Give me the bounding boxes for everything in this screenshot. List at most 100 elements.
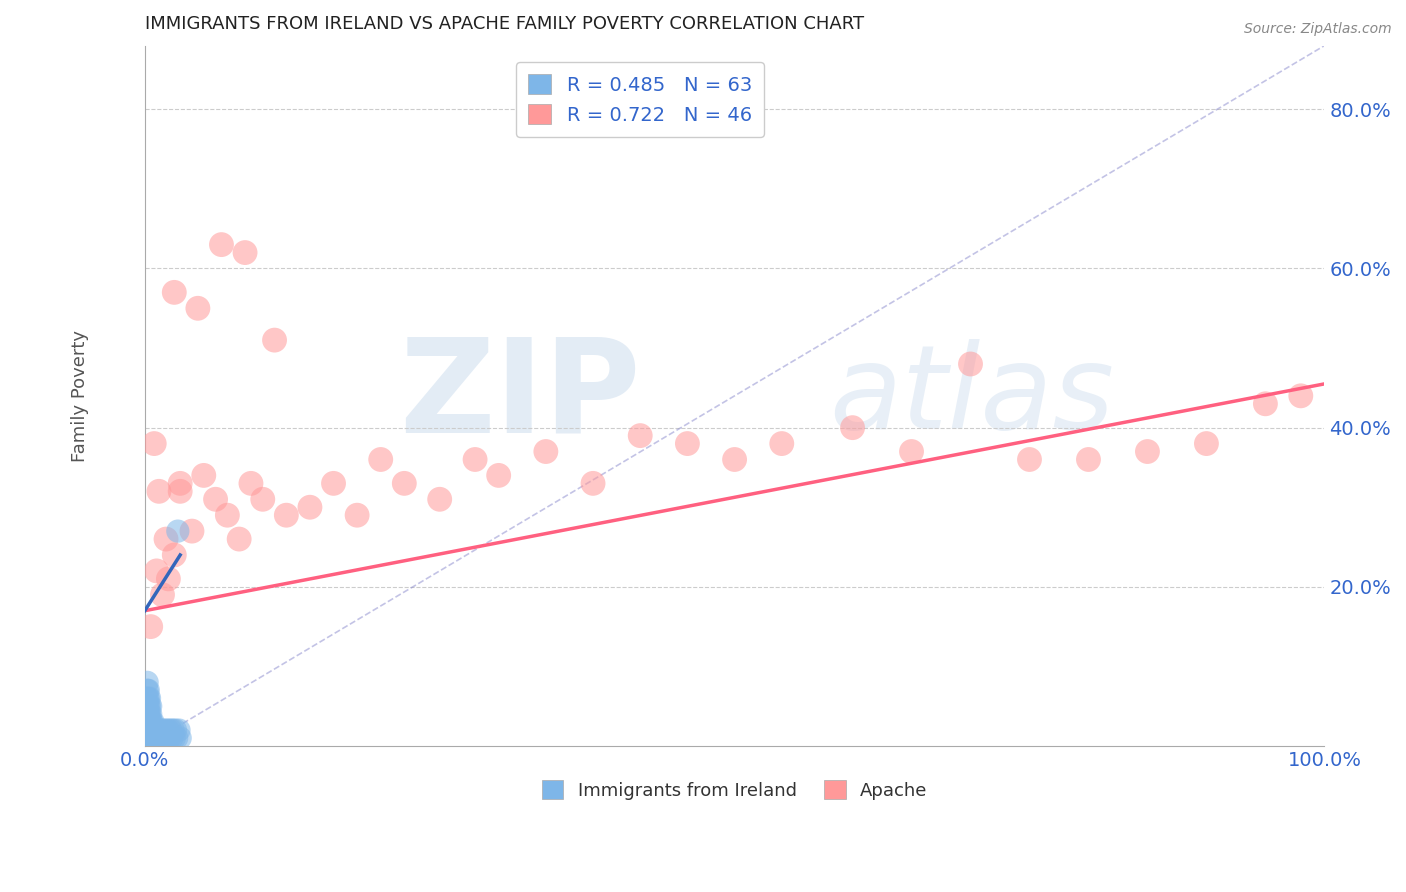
Point [138,699,160,714]
Point [141,715,163,730]
Point [217,508,239,523]
Point [138,691,160,706]
Point [145,731,167,745]
Point [429,492,451,507]
Point [298,500,321,515]
Point [135,731,157,745]
Point [163,548,186,562]
Point [136,723,159,737]
Point [150,723,173,737]
Point [169,731,191,745]
Point [138,731,160,745]
Point [136,707,159,722]
Point [149,731,172,745]
Point [138,699,160,714]
Point [582,476,605,491]
Point [139,731,162,745]
Point [166,524,188,538]
Point [152,731,174,745]
Point [142,723,165,737]
Point [138,723,160,737]
Legend: Immigrants from Ireland, Apache: Immigrants from Ireland, Apache [534,773,935,807]
Point [900,444,922,458]
Point [141,731,163,745]
Point [211,237,233,252]
Point [1136,444,1159,458]
Point [169,476,191,491]
Point [370,452,392,467]
Point [138,723,160,737]
Point [770,436,793,450]
Point [159,723,181,737]
Point [138,707,160,722]
Point [136,699,159,714]
Point [676,436,699,450]
Point [143,723,166,737]
Point [162,723,184,737]
Point [141,723,163,737]
Point [138,715,160,730]
Point [1077,452,1099,467]
Point [252,492,274,507]
Point [163,731,186,745]
Point [228,532,250,546]
Point [136,675,159,690]
Point [139,699,162,714]
Point [138,731,160,745]
Point [394,476,416,491]
Point [181,524,204,538]
Point [263,333,285,347]
Point [165,723,187,737]
Text: Source: ZipAtlas.com: Source: ZipAtlas.com [1244,22,1392,37]
Point [145,723,167,737]
Point [239,476,262,491]
Point [136,731,159,745]
Y-axis label: Family Poverty: Family Poverty [72,330,89,462]
Point [1254,397,1277,411]
Point [136,691,159,706]
Point [1195,436,1218,450]
Point [145,564,167,578]
Point [1018,452,1040,467]
Point [143,436,166,450]
Point [276,508,298,523]
Point [166,731,188,745]
Point [723,452,745,467]
Point [464,452,486,467]
Point [139,707,162,722]
Point [155,532,177,546]
Point [146,731,169,745]
Point [159,731,181,745]
Text: IMMIGRANTS FROM IRELAND VS APACHE FAMILY POVERTY CORRELATION CHART: IMMIGRANTS FROM IRELAND VS APACHE FAMILY… [145,15,863,33]
Point [534,444,557,458]
Point [233,245,256,260]
Point [139,723,162,737]
Point [135,723,157,737]
Point [143,731,166,745]
Point [153,731,176,745]
Point [148,484,170,499]
Point [138,715,160,730]
Point [152,588,174,602]
Point [163,285,186,300]
Point [156,731,179,745]
Point [145,723,167,737]
Point [157,723,180,737]
Point [167,723,190,737]
Point [142,731,165,745]
Point [135,715,157,730]
Point [145,731,167,745]
Point [841,420,863,434]
Point [138,683,160,698]
Point [139,619,162,633]
Point [135,707,157,722]
Point [157,572,180,586]
Point [138,691,160,706]
Point [155,723,177,737]
Point [136,715,159,730]
Point [169,484,191,499]
Point [204,492,226,507]
Point [959,357,981,371]
Point [135,699,157,714]
Point [187,301,209,316]
